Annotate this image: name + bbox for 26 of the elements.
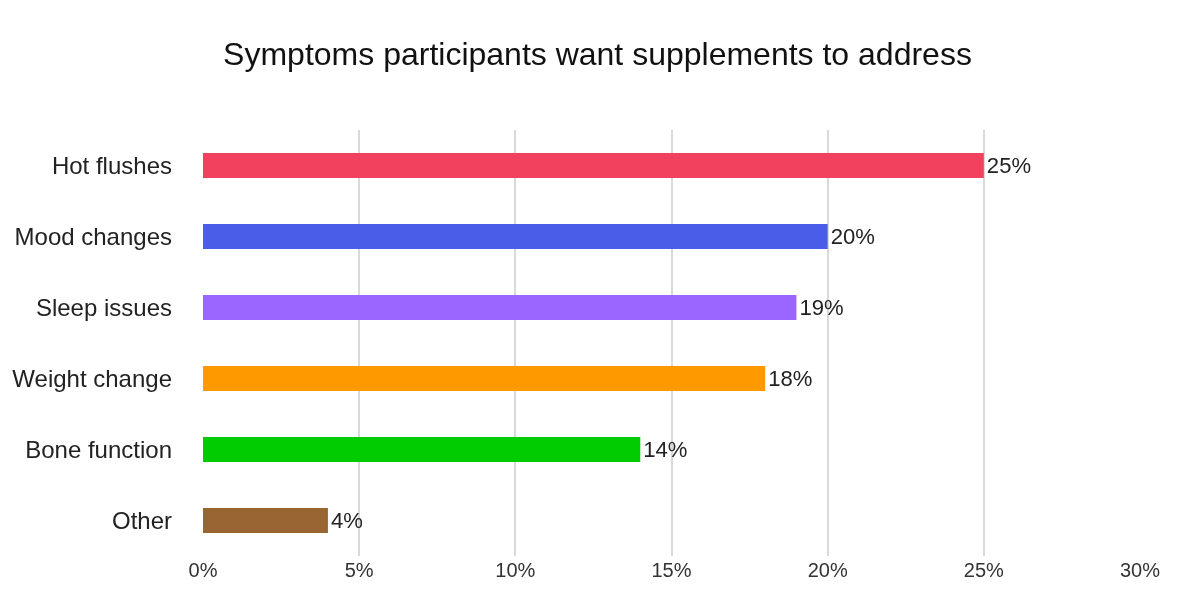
chart-title: Symptoms participants want supplements to address bbox=[223, 35, 972, 72]
data-label: 18% bbox=[768, 366, 813, 392]
y-tick-label: Weight change bbox=[12, 364, 172, 392]
y-tick-label: Hot flushes bbox=[51, 151, 172, 179]
x-tick-label: 10% bbox=[495, 559, 536, 581]
x-tick-label: 20% bbox=[807, 559, 848, 581]
data-label: 19% bbox=[799, 295, 844, 321]
bar bbox=[203, 224, 828, 249]
bar bbox=[203, 508, 328, 533]
x-tick-label: 0% bbox=[188, 559, 218, 581]
bar bbox=[203, 437, 641, 462]
y-tick-label: Sleep issues bbox=[35, 293, 172, 321]
bar bbox=[203, 295, 797, 320]
y-tick-label: Mood changes bbox=[14, 222, 172, 250]
x-tick-label: 15% bbox=[651, 559, 692, 581]
x-tick-label: 25% bbox=[963, 559, 1005, 581]
data-label: 14% bbox=[643, 437, 688, 463]
y-tick-label: Other bbox=[111, 506, 172, 534]
bar bbox=[203, 153, 984, 178]
data-label: 20% bbox=[830, 224, 875, 250]
y-tick-label: Bone function bbox=[25, 435, 172, 463]
bar bbox=[203, 366, 766, 391]
data-label: 25% bbox=[986, 153, 1032, 179]
x-tick-label: 30% bbox=[1119, 559, 1161, 581]
x-tick-label: 5% bbox=[344, 559, 374, 581]
data-label: 4% bbox=[330, 508, 363, 534]
